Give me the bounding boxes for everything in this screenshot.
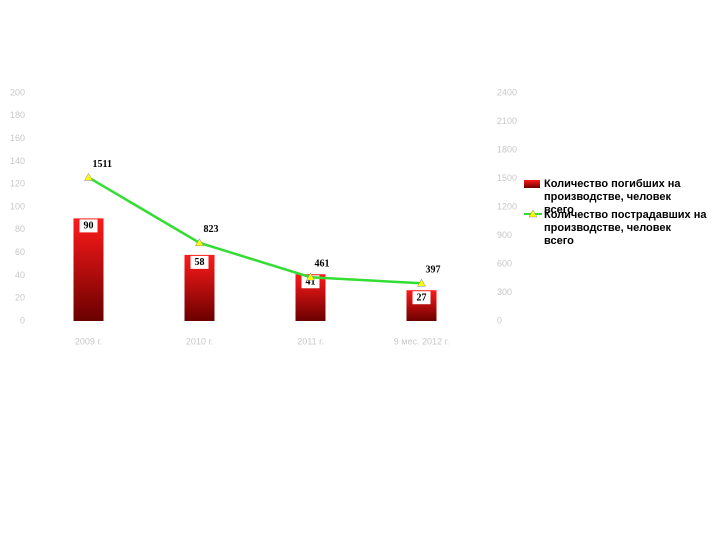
value-label: 397 <box>426 265 441 276</box>
y-tick-label: 20 <box>15 293 25 303</box>
marker <box>417 278 426 287</box>
value-label-box <box>190 255 209 269</box>
marker <box>84 172 93 181</box>
value-label: 823 <box>204 224 219 235</box>
y-tick-label: 40 <box>15 270 25 280</box>
x-tick-label: 2011 г. <box>297 336 324 346</box>
x-tick-label: 9 мес. 2012 г. <box>394 336 449 346</box>
y2-tick-label: 1500 <box>497 173 517 183</box>
y-tick-label: 80 <box>15 224 25 234</box>
y2-tick-label: 300 <box>497 287 512 297</box>
y-tick-label: 0 <box>20 315 25 325</box>
value-label: 58 <box>195 257 205 268</box>
y2-tick-label: 1800 <box>497 144 517 154</box>
value-label-box <box>79 219 98 233</box>
legend-swatch <box>524 180 540 188</box>
y-tick-label: 200 <box>10 87 25 97</box>
value-label: 90 <box>84 221 94 232</box>
y2-tick-label: 2100 <box>497 116 517 126</box>
line <box>87 176 422 285</box>
value-label-box <box>412 291 431 305</box>
y2-tick-label: 1200 <box>497 201 517 211</box>
y-tick-label: 60 <box>15 247 25 257</box>
legend-label: Количество пострадавших на производстве, … <box>544 209 707 247</box>
value-label: 461 <box>315 259 330 270</box>
value-label: 41 <box>306 277 316 288</box>
marker <box>195 238 204 247</box>
y-tick-label: 120 <box>10 179 25 189</box>
legend-marker <box>528 209 538 218</box>
y2-tick-label: 0 <box>497 315 502 325</box>
x-tick-label: 2010 г. <box>186 336 213 346</box>
value-label: 1511 <box>93 159 112 170</box>
y2-tick-label: 2400 <box>497 87 517 97</box>
x-tick-label: 2009 г. <box>75 336 102 346</box>
y2-tick-label: 900 <box>497 230 512 240</box>
y-tick-label: 160 <box>10 133 25 143</box>
value-label: 27 <box>417 293 427 304</box>
y-tick-label: 180 <box>10 110 25 120</box>
y2-tick-label: 600 <box>497 258 512 268</box>
y-tick-label: 100 <box>10 201 25 211</box>
legend-label: Количество погибших на производстве, чело… <box>544 178 681 216</box>
marker <box>306 272 315 281</box>
bar <box>73 218 104 321</box>
y-tick-label: 140 <box>10 156 25 166</box>
